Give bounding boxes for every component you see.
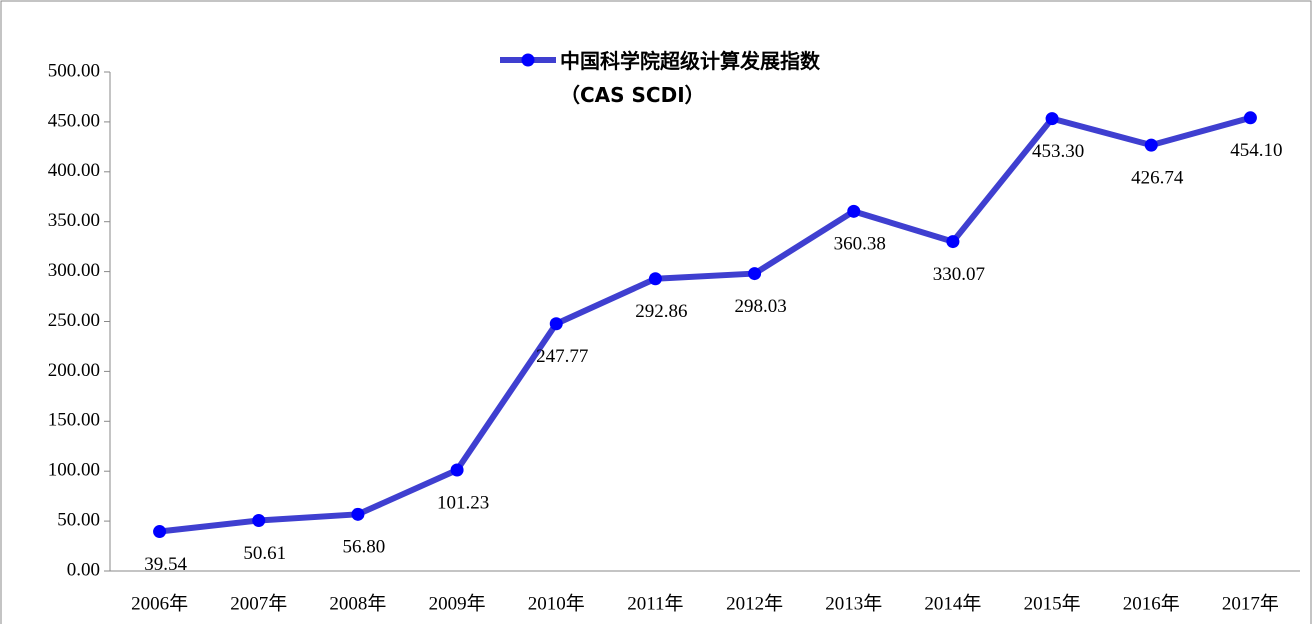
- data-point: [748, 267, 762, 281]
- data-label: 330.07: [933, 264, 985, 285]
- y-tick-label: 300.00: [48, 260, 100, 281]
- data-point: [351, 507, 365, 521]
- data-label: 454.10: [1230, 140, 1282, 161]
- data-point: [252, 513, 266, 527]
- data-label: 426.74: [1131, 167, 1184, 188]
- x-tick-label: 2011年: [627, 592, 683, 614]
- data-label: 360.38: [834, 234, 886, 255]
- x-tick-label: 2014年: [924, 592, 981, 614]
- x-tick-label: 2017年: [1222, 592, 1279, 614]
- data-point: [153, 525, 167, 539]
- data-point: [549, 317, 563, 331]
- data-label: 247.77: [536, 346, 588, 367]
- y-tick-label: 200.00: [48, 360, 100, 381]
- y-tick-label: 350.00: [48, 210, 100, 231]
- y-tick-label: 0.00: [67, 559, 100, 580]
- x-tick-label: 2009年: [429, 592, 486, 614]
- x-tick-label: 2006年: [131, 592, 188, 614]
- x-tick-label: 2007年: [230, 592, 287, 614]
- data-point: [847, 204, 861, 218]
- y-tick-label: 100.00: [48, 460, 100, 481]
- x-tick-label: 2013年: [825, 592, 882, 614]
- y-tick-label: 50.00: [57, 509, 100, 530]
- data-label: 101.23: [437, 492, 489, 513]
- data-point: [946, 235, 960, 249]
- data-label: 50.61: [243, 543, 286, 564]
- y-tick-label: 500.00: [48, 60, 100, 81]
- data-label: 453.30: [1032, 141, 1084, 162]
- legend-marker: [521, 53, 535, 67]
- y-tick-label: 450.00: [48, 110, 100, 131]
- legend-label: 中国科学院超级计算发展指数 （CAS SCDI）: [560, 49, 820, 107]
- data-point: [450, 463, 464, 477]
- x-tick-label: 2012年: [726, 592, 783, 614]
- series-line: [159, 114, 1252, 535]
- data-label: 298.03: [734, 296, 786, 317]
- x-tick-label: 2015年: [1024, 592, 1081, 614]
- data-point: [1144, 138, 1158, 152]
- data-point: [1243, 111, 1257, 125]
- y-tick-label: 400.00: [48, 160, 100, 181]
- data-label: 39.54: [144, 554, 187, 575]
- x-tick-label: 2016年: [1123, 592, 1180, 614]
- data-point: [648, 272, 662, 286]
- data-label: 292.86: [635, 301, 687, 322]
- y-tick-label: 150.00: [48, 410, 100, 431]
- x-tick-label: 2010年: [528, 592, 585, 614]
- x-tick-label: 2008年: [329, 592, 386, 614]
- y-tick-label: 250.00: [48, 310, 100, 331]
- data-point: [1045, 112, 1059, 126]
- data-label: 56.80: [343, 537, 386, 558]
